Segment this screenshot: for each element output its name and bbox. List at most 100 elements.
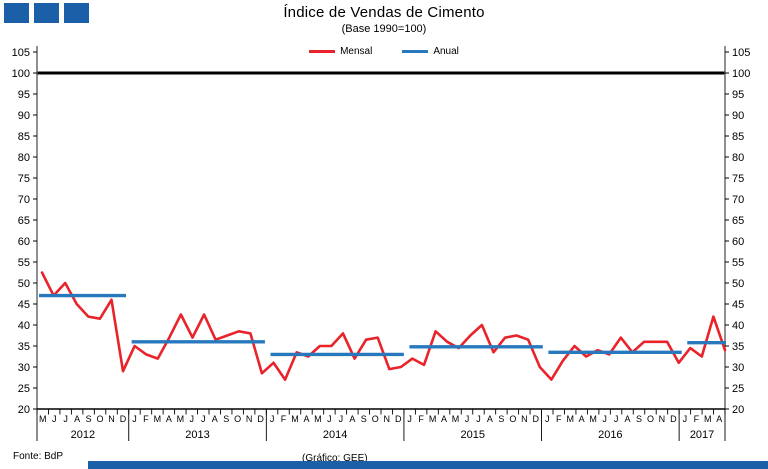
month-label: M — [704, 414, 712, 424]
year-label: 2015 — [460, 429, 484, 441]
y-tick-label-left: 25 — [18, 383, 30, 395]
month-label: A — [441, 414, 447, 424]
month-label: A — [716, 414, 722, 424]
month-label: J — [52, 414, 57, 424]
month-label: S — [361, 414, 367, 424]
y-tick-label-left: 30 — [18, 362, 30, 374]
month-label: D — [395, 414, 402, 424]
y-tick-label-left: 60 — [18, 236, 30, 248]
bottom-bar — [88, 461, 768, 469]
month-label: N — [521, 414, 528, 424]
y-tick-label-left: 95 — [18, 89, 30, 101]
y-tick-label-right: 50 — [732, 278, 744, 290]
y-tick-label-left: 105 — [12, 47, 30, 59]
month-label: A — [349, 414, 355, 424]
y-tick-label-right: 85 — [732, 131, 744, 143]
month-label: O — [372, 414, 379, 424]
y-tick-label-right: 40 — [732, 320, 744, 332]
chart-subtitle: (Base 1990=100) — [341, 23, 427, 35]
year-label: 2017 — [690, 429, 714, 441]
credit-note: (Gráfico: GEE) — [302, 453, 368, 464]
month-label: O — [234, 414, 241, 424]
source-note: Fonte: BdP — [13, 451, 64, 462]
month-label: A — [579, 414, 585, 424]
y-tick-label-right: 105 — [732, 47, 750, 59]
y-tick-label-right: 100 — [732, 68, 750, 80]
logo-square-icon — [4, 3, 29, 23]
month-label: A — [625, 414, 631, 424]
mensal-line-swatch — [309, 50, 336, 53]
legend-label-mensal: Mensal — [340, 46, 373, 57]
chart-title: Índice de Vendas de Cimento — [283, 4, 485, 21]
y-tick-label-right: 70 — [732, 194, 744, 206]
month-label: D — [670, 414, 677, 424]
month-label: J — [407, 414, 412, 424]
legend-item-anual: Anual — [402, 46, 459, 57]
month-label: M — [566, 414, 574, 424]
month-label: S — [636, 414, 642, 424]
y-tick-label-left: 35 — [18, 341, 30, 353]
month-label: J — [132, 414, 137, 424]
month-label: S — [86, 414, 92, 424]
month-label: N — [108, 414, 115, 424]
month-label: J — [602, 414, 607, 424]
month-label: A — [166, 414, 172, 424]
y-tick-label-right: 90 — [732, 110, 744, 122]
y-tick-label-left: 80 — [18, 152, 30, 164]
y-tick-label-left: 100 — [12, 68, 30, 80]
year-label: 2012 — [71, 429, 95, 441]
month-label: J — [339, 414, 344, 424]
month-label: M — [452, 414, 460, 424]
y-tick-label-left: 90 — [18, 110, 30, 122]
month-label: J — [63, 414, 68, 424]
month-label: A — [212, 414, 218, 424]
y-tick-label-right: 30 — [732, 362, 744, 374]
legend-label-anual: Anual — [433, 46, 459, 57]
chart-legend: Mensal Anual — [0, 46, 768, 57]
month-label: F — [281, 414, 287, 424]
month-label: J — [190, 414, 195, 424]
month-label: S — [498, 414, 504, 424]
month-label: J — [201, 414, 206, 424]
y-tick-label-left: 65 — [18, 215, 30, 227]
month-label: A — [74, 414, 80, 424]
month-label: M — [154, 414, 162, 424]
y-tick-label-right: 45 — [732, 299, 744, 311]
y-tick-label-right: 80 — [732, 152, 744, 164]
month-label: S — [223, 414, 229, 424]
month-label: D — [120, 414, 127, 424]
month-label: J — [270, 414, 275, 424]
y-tick-label-right: 95 — [732, 89, 744, 101]
logo-square-icon — [64, 3, 89, 23]
month-label: F — [418, 414, 424, 424]
month-label: F — [143, 414, 149, 424]
y-tick-label-left: 70 — [18, 194, 30, 206]
year-label: 2013 — [185, 429, 209, 441]
month-label: N — [383, 414, 390, 424]
month-label: M — [314, 414, 322, 424]
month-label: O — [509, 414, 516, 424]
y-tick-label-right: 20 — [732, 404, 744, 416]
month-label: M — [177, 414, 185, 424]
month-label: J — [476, 414, 481, 424]
year-label: 2014 — [323, 429, 347, 441]
anual-line-swatch — [402, 50, 429, 53]
mensal-line — [40, 271, 727, 381]
month-label: F — [694, 414, 700, 424]
month-label: J — [545, 414, 550, 424]
month-label: J — [683, 414, 688, 424]
y-tick-label-left: 45 — [18, 299, 30, 311]
y-tick-label-left: 85 — [18, 131, 30, 143]
y-tick-label-left: 20 — [18, 404, 30, 416]
month-label: J — [327, 414, 332, 424]
y-tick-label-left: 50 — [18, 278, 30, 290]
month-label: A — [487, 414, 493, 424]
y-tick-label-right: 75 — [732, 173, 744, 185]
month-label: J — [614, 414, 619, 424]
logo-squares — [4, 3, 89, 23]
month-label: D — [533, 414, 540, 424]
month-label: M — [429, 414, 437, 424]
y-tick-label-right: 60 — [732, 236, 744, 248]
y-tick-label-left: 75 — [18, 173, 30, 185]
